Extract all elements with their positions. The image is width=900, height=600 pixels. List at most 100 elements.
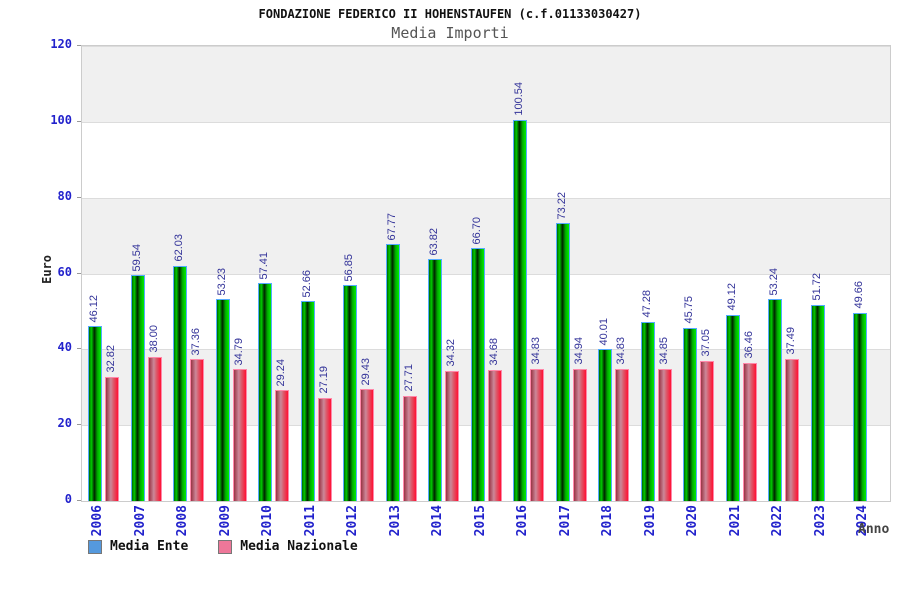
- bar-media-ente-2014: [428, 259, 443, 501]
- bar-value-label: 47.28: [640, 290, 653, 318]
- gridline: [82, 46, 890, 47]
- gridline: [82, 121, 890, 123]
- x-tick-label-2017: 2017: [557, 505, 573, 537]
- y-tick-mark: [77, 424, 81, 426]
- legend-label-media-ente: Media Ente: [110, 539, 189, 554]
- y-tick-label: 40: [57, 340, 72, 355]
- x-tick-label-2006: 2006: [90, 505, 105, 537]
- x-tick-label-2020: 2020: [685, 505, 701, 537]
- bar-value-label: 38.00: [147, 325, 160, 353]
- bar-media-ente-2016: [513, 119, 528, 501]
- bar-media-ente-2010: [258, 283, 273, 501]
- bar-value-label: 46.12: [88, 294, 100, 323]
- legend-label-media-nazionale: Media Nazionale: [240, 539, 358, 554]
- bar-media-ente-2022: [768, 299, 783, 501]
- bar-value-label: 53.24: [768, 267, 781, 296]
- bar-media-nazionale-2009: [232, 369, 247, 501]
- bar-value-label: 49.66: [853, 281, 866, 309]
- bar-value-label: 34.94: [572, 337, 585, 365]
- bar-value-label: 52.66: [300, 269, 313, 298]
- bar-media-nazionale-2013: [402, 395, 417, 501]
- x-tick-label-2007: 2007: [132, 505, 148, 537]
- bar-media-nazionale-2017: [572, 368, 587, 501]
- y-tick-mark: [77, 45, 81, 46]
- bar-media-ente-2023: [810, 304, 825, 501]
- bar-value-label: 34.32: [445, 339, 458, 367]
- chart-title: FONDAZIONE FEDERICO II HOHENSTAUFEN (c.f…: [258, 7, 642, 21]
- bar-value-label: 40.01: [598, 317, 611, 346]
- chart-subtitle: Media Importi: [391, 24, 509, 42]
- x-tick-label-2010: 2010: [260, 505, 276, 537]
- y-tick-label: 20: [57, 416, 72, 431]
- gridline: [82, 273, 890, 275]
- bar-media-nazionale-2008: [190, 359, 205, 501]
- bar-value-label: 45.75: [683, 296, 696, 324]
- gridline: [82, 349, 890, 351]
- x-tick-label-2015: 2015: [472, 505, 488, 537]
- bar-value-label: 66.70: [470, 216, 483, 245]
- bar-value-label: 34.68: [487, 337, 500, 366]
- x-tick-label-2021: 2021: [727, 505, 743, 537]
- bar-media-nazionale-2018: [615, 368, 630, 501]
- bar-media-nazionale-2022: [785, 358, 800, 501]
- bar-media-ente-2019: [640, 321, 655, 501]
- bar-value-label: 34.83: [530, 337, 543, 365]
- bar-value-label: 51.72: [810, 273, 823, 301]
- gridline: [82, 197, 890, 199]
- bar-value-label: 62.03: [173, 234, 186, 262]
- gridline: [82, 425, 890, 427]
- legend-swatch-media-nazionale-icon: [218, 539, 233, 554]
- bar-media-ente-2008: [173, 265, 188, 501]
- x-tick-label-2022: 2022: [770, 505, 786, 537]
- bar-value-label: 36.46: [742, 331, 755, 359]
- y-tick-label: 80: [57, 188, 72, 203]
- bar-media-ente-2007: [130, 275, 145, 501]
- bar-value-label: 100.54: [513, 82, 526, 116]
- bar-value-label: 53.23: [215, 267, 228, 296]
- bar-media-nazionale-2006: [105, 376, 119, 501]
- bar-media-ente-2020: [683, 327, 698, 501]
- bar-media-nazionale-2016: [530, 368, 545, 501]
- bar-media-ente-2012: [343, 285, 358, 501]
- bar-value-label: 37.05: [700, 329, 713, 357]
- bar-media-nazionale-2020: [700, 360, 715, 501]
- bar-value-label: 29.24: [275, 358, 288, 387]
- grid-band: [82, 121, 890, 198]
- bar-value-label: 27.71: [402, 364, 415, 392]
- x-tick-label-2011: 2011: [302, 505, 318, 537]
- bar-media-ente-2024: [853, 312, 868, 501]
- y-tick-label: 100: [50, 112, 72, 127]
- y-tick-mark: [77, 196, 81, 198]
- bar-value-label: 29.43: [360, 357, 373, 386]
- bar-value-label: 59.54: [130, 243, 143, 272]
- bar-media-nazionale-2015: [487, 369, 502, 501]
- x-tick-label-2023: 2023: [812, 505, 828, 537]
- bar-media-ente-2009: [215, 299, 230, 501]
- legend: Media Ente Media Nazionale: [88, 539, 358, 554]
- grid-band: [82, 197, 890, 274]
- bar-media-ente-2015: [470, 248, 485, 501]
- legend-item-media-ente: Media Ente: [88, 539, 188, 554]
- bar-media-nazionale-2021: [742, 362, 757, 501]
- bar-media-nazionale-2007: [147, 356, 162, 501]
- x-tick-label-2008: 2008: [175, 505, 191, 537]
- bar-media-ente-2021: [725, 314, 740, 501]
- bar-value-label: 37.49: [785, 327, 798, 355]
- x-tick-label-2009: 2009: [217, 505, 233, 537]
- bar-value-label: 27.19: [317, 366, 330, 394]
- y-tick-label: 60: [57, 264, 72, 279]
- bar-media-ente-2006: [88, 326, 102, 501]
- bar-media-ente-2017: [555, 223, 570, 501]
- x-tick-label-2019: 2019: [642, 505, 658, 537]
- legend-item-media-nazionale: Media Nazionale: [218, 539, 358, 554]
- x-tick-label-2014: 2014: [430, 505, 446, 537]
- bar-value-label: 57.41: [258, 251, 271, 280]
- y-tick-label: 0: [64, 492, 72, 506]
- bar-value-label: 73.22: [555, 191, 568, 220]
- x-tick-label-2012: 2012: [345, 505, 361, 537]
- plot-area: 46.12 32.82 59.54 38.00 62.03 37.36 53.23 34.79…: [81, 45, 891, 502]
- x-tick-label-2018: 2018: [600, 505, 616, 537]
- bar-media-ente-2011: [300, 301, 315, 501]
- y-tick-mark: [77, 272, 81, 274]
